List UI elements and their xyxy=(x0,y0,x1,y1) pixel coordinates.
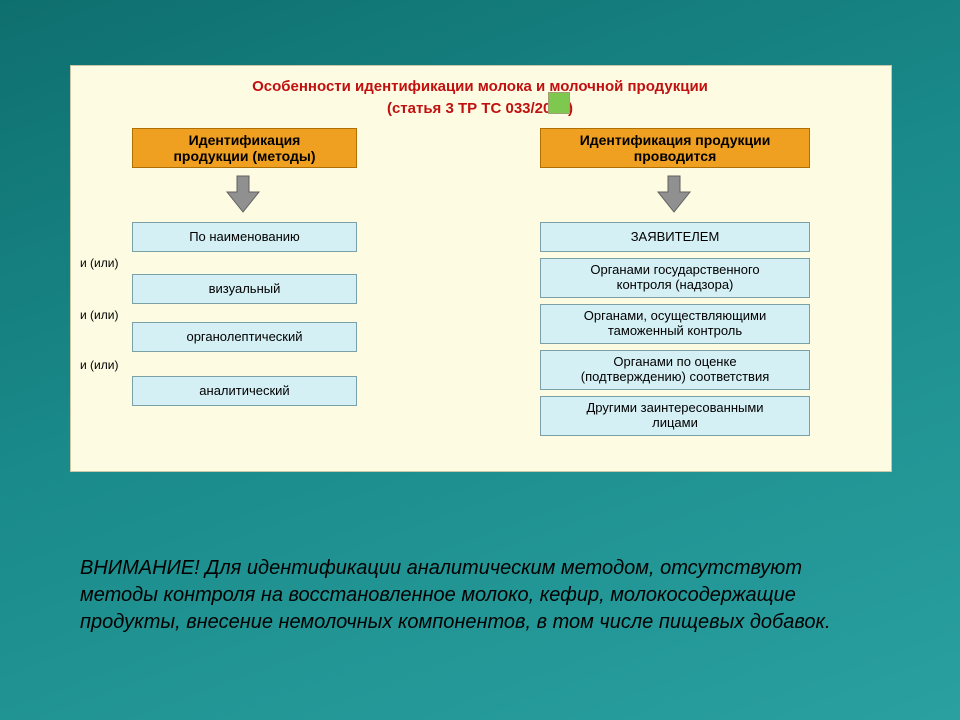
right-item-1: Органами государственногоконтроля (надзо… xyxy=(540,258,810,298)
right-item-4: Другими заинтересованнымилицами xyxy=(540,396,810,436)
left-item-1: визуальный xyxy=(132,274,357,304)
diagram-title-line2: (статья 3 ТР ТС 033/2012) xyxy=(0,100,960,117)
left-item-0: По наименованию xyxy=(132,222,357,252)
diagram-title-line1: Особенности идентификации молока и молоч… xyxy=(0,78,960,95)
right-header-box: Идентификация продукциипроводится xyxy=(540,128,810,168)
right-item-2: Органами, осуществляющимитаможенный конт… xyxy=(540,304,810,344)
left-item-3: аналитический xyxy=(132,376,357,406)
slide-root: Особенности идентификации молока и молоч… xyxy=(0,0,960,720)
left-header-box: Идентификацияпродукции (методы) xyxy=(132,128,357,168)
right-item-0: ЗАЯВИТЕЛЕМ xyxy=(540,222,810,252)
right-arrow-icon xyxy=(656,174,692,214)
left-arrow-icon xyxy=(225,174,261,214)
left-connector-1: и (или) xyxy=(80,308,118,322)
warning-text: ВНИМАНИЕ! Для идентификации аналитически… xyxy=(80,555,880,636)
right-item-3: Органами по оценке(подтверждению) соотве… xyxy=(540,350,810,390)
decorative-square-icon xyxy=(548,92,570,114)
left-item-2: органолептический xyxy=(132,322,357,352)
left-connector-2: и (или) xyxy=(80,358,118,372)
left-connector-0: и (или) xyxy=(80,256,118,270)
